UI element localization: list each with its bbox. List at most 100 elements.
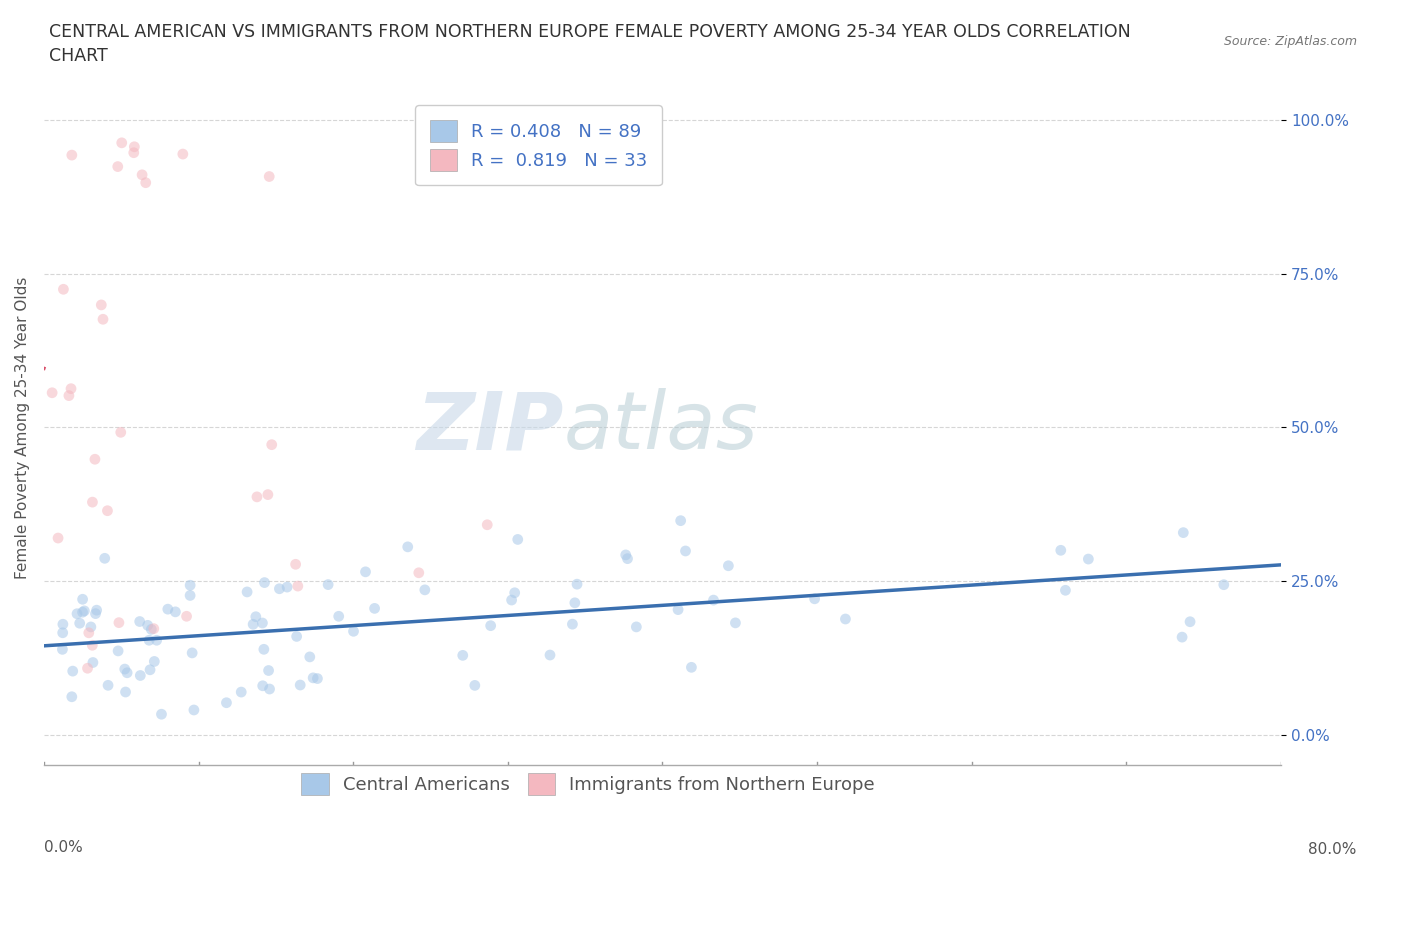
Point <box>124 140 146 154</box>
Point <box>90 298 112 312</box>
Text: ZIP: ZIP <box>416 389 564 467</box>
Point <box>97 678 120 693</box>
Point <box>302 671 325 685</box>
Point <box>538 647 561 662</box>
Y-axis label: Female Poverty Among 25-34 Year Olds: Female Poverty Among 25-34 Year Olds <box>15 276 30 578</box>
Point <box>354 565 377 579</box>
Point <box>176 609 198 624</box>
Point <box>107 159 129 174</box>
Point <box>115 665 138 680</box>
Point <box>181 645 204 660</box>
Point <box>242 617 264 631</box>
Point <box>1171 630 1194 644</box>
Point <box>69 616 91 631</box>
Point <box>129 668 152 683</box>
Point <box>276 579 298 594</box>
Point <box>477 517 499 532</box>
Point <box>108 616 131 631</box>
Point <box>675 543 697 558</box>
Point <box>135 175 157 190</box>
Point <box>62 664 84 679</box>
Text: 80.0%: 80.0% <box>1309 842 1357 857</box>
Point <box>290 678 312 693</box>
Point <box>82 655 104 670</box>
Point <box>616 551 638 566</box>
Point <box>413 582 436 597</box>
Point <box>702 592 724 607</box>
Point <box>82 638 104 653</box>
Point <box>41 385 63 400</box>
Point <box>114 661 136 676</box>
Point <box>257 169 280 184</box>
Point <box>253 642 276 657</box>
Point <box>506 532 529 547</box>
Point <box>561 617 583 631</box>
Point <box>73 604 96 618</box>
Point <box>76 661 98 676</box>
Point <box>1077 551 1099 566</box>
Point <box>724 616 747 631</box>
Point <box>60 689 83 704</box>
Point <box>614 548 637 563</box>
Point <box>111 136 134 151</box>
Point <box>84 606 107 621</box>
Point <box>236 584 259 599</box>
Point <box>666 603 689 618</box>
Point <box>122 145 145 160</box>
Point <box>84 452 107 467</box>
Point <box>142 621 165 636</box>
Point <box>72 591 94 606</box>
Point <box>284 557 307 572</box>
Point <box>231 684 253 699</box>
Point <box>58 388 80 403</box>
Point <box>139 662 162 677</box>
Point <box>82 495 104 510</box>
Point <box>156 602 179 617</box>
Point <box>52 617 75 631</box>
Legend: Central Americans, Immigrants from Northern Europe: Central Americans, Immigrants from North… <box>292 764 884 804</box>
Point <box>464 678 486 693</box>
Point <box>252 616 274 631</box>
Point <box>93 551 115 565</box>
Point <box>245 609 267 624</box>
Point <box>107 644 129 658</box>
Point <box>501 592 523 607</box>
Text: Source: ZipAtlas.com: Source: ZipAtlas.com <box>1223 35 1357 48</box>
Point <box>260 437 283 452</box>
Point <box>66 606 89 621</box>
Point <box>52 625 75 640</box>
Point <box>259 682 281 697</box>
Point <box>669 513 692 528</box>
Point <box>179 578 201 592</box>
Point <box>215 696 238 711</box>
Point <box>179 588 201 603</box>
Point <box>46 531 69 546</box>
Point <box>451 648 474 663</box>
Point <box>287 578 309 593</box>
Point <box>143 654 166 669</box>
Point <box>77 625 100 640</box>
Point <box>110 425 132 440</box>
Point <box>131 167 153 182</box>
Point <box>145 632 167 647</box>
Point <box>363 601 385 616</box>
Point <box>285 629 308 644</box>
Point <box>479 618 502 633</box>
Point <box>1212 578 1234 592</box>
Point <box>1049 543 1071 558</box>
Point <box>408 565 430 580</box>
Point <box>626 619 648 634</box>
Point <box>253 575 276 590</box>
Point <box>165 604 187 619</box>
Point <box>565 577 588 591</box>
Point <box>503 585 526 600</box>
Point <box>128 614 150 629</box>
Point <box>141 622 163 637</box>
Point <box>257 487 280 502</box>
Point <box>91 312 114 326</box>
Point <box>257 663 280 678</box>
Point <box>681 660 703 675</box>
Point <box>396 539 419 554</box>
Point <box>1173 525 1195 540</box>
Point <box>72 604 94 619</box>
